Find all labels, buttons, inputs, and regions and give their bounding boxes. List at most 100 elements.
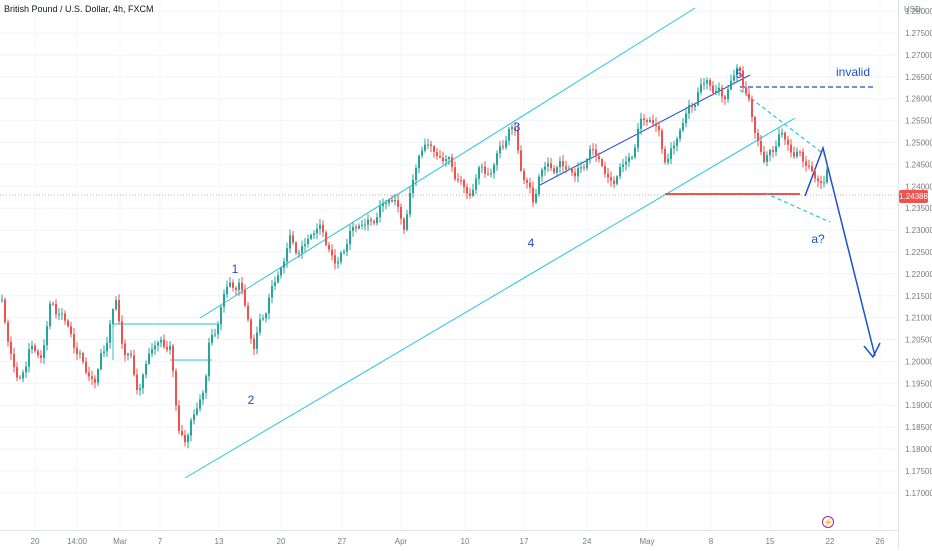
time-tick-label: 13 <box>215 537 224 546</box>
candle-body <box>523 170 525 181</box>
candle-body <box>754 117 756 133</box>
candle-body <box>823 182 825 184</box>
candle-body <box>313 233 315 235</box>
candle-body <box>7 322 9 342</box>
lightning-icon[interactable]: ⚡ <box>822 516 834 528</box>
candle-body <box>121 321 123 344</box>
candle-body <box>241 282 243 291</box>
candle-body <box>136 374 138 390</box>
candle-body <box>412 180 414 194</box>
candle-body <box>736 67 738 76</box>
price-tick-label: 1.26500 <box>905 73 932 82</box>
candle-body <box>694 104 696 107</box>
candle-body <box>253 338 255 349</box>
candle-body <box>133 355 135 375</box>
candle-body <box>373 221 375 224</box>
candle-body <box>67 320 69 327</box>
candle-body <box>364 224 366 226</box>
time-axis[interactable] <box>0 530 898 551</box>
candle-body <box>424 144 426 151</box>
candle-body <box>772 149 774 152</box>
candle-body <box>577 168 579 177</box>
candle-body <box>721 87 723 97</box>
candle-body <box>409 193 411 215</box>
candle-body <box>457 179 459 181</box>
time-tick-label: 15 <box>766 537 775 546</box>
candle-body <box>40 355 42 358</box>
candle-body <box>124 343 126 356</box>
candle-body <box>139 388 141 390</box>
price-tick-label: 1.19500 <box>905 379 932 388</box>
candle-body <box>538 176 540 195</box>
time-tick-label: 14:00 <box>67 537 88 546</box>
candle-body <box>676 138 678 146</box>
candle-body <box>583 167 585 169</box>
arrow-head <box>863 342 881 359</box>
candle-body <box>811 165 813 172</box>
candle-body <box>463 180 465 187</box>
price-axis[interactable] <box>898 0 932 550</box>
candle-body <box>376 217 378 224</box>
candle-body <box>148 353 150 364</box>
candle-body <box>658 126 660 131</box>
candle-body <box>397 200 399 207</box>
candle-body <box>625 161 627 165</box>
candle-body <box>442 157 444 162</box>
candle-body <box>643 118 645 121</box>
candle-body <box>217 324 219 335</box>
candle-body <box>31 345 33 350</box>
candle-body <box>100 353 102 370</box>
time-tick-label: Mar <box>113 537 127 546</box>
candle-body <box>361 224 363 226</box>
candle-body <box>520 150 522 171</box>
candle-body <box>490 173 492 175</box>
candle-body <box>4 299 6 323</box>
candle-body <box>94 378 96 383</box>
candle-body <box>517 130 519 151</box>
symbol-title: British Pound / U.S. Dollar, 4h, FXCM <box>4 4 154 14</box>
candle-body <box>775 146 777 152</box>
wedge-upper-line <box>739 89 826 156</box>
candle-body <box>655 123 657 127</box>
candle-body <box>283 261 285 268</box>
candle-body <box>25 366 27 373</box>
candle-body <box>727 89 729 100</box>
candle-body <box>367 219 369 225</box>
candle-body <box>169 345 171 350</box>
candle-body <box>718 87 720 91</box>
candle-body <box>55 304 57 315</box>
price-tick-label: 1.22000 <box>905 270 932 279</box>
candle-body <box>64 313 66 321</box>
candle-body <box>580 167 582 169</box>
price-tick-label: 1.28000 <box>905 7 932 16</box>
price-tick-label: 1.18500 <box>905 423 932 432</box>
candle-body <box>370 219 372 222</box>
candle-body <box>592 149 594 151</box>
candle-body <box>325 232 327 245</box>
price-tick-label: 1.26000 <box>905 95 932 104</box>
candle-body <box>343 251 345 253</box>
candle-body <box>403 218 405 230</box>
candle-body <box>394 200 396 202</box>
price-tick-label: 1.24500 <box>905 160 932 169</box>
candle-body <box>421 150 423 156</box>
candle-body <box>487 173 489 175</box>
candle-body <box>739 67 741 71</box>
grid <box>0 0 898 530</box>
candle-body <box>556 167 558 173</box>
candle-body <box>157 342 159 346</box>
price-tick-label: 1.21000 <box>905 314 932 323</box>
candle-body <box>820 181 822 183</box>
wave-label: 1 <box>232 262 239 276</box>
candle-body <box>778 134 780 147</box>
candle-body <box>796 151 798 157</box>
wave-labels: 1 2 3 4 5 a? invalid <box>232 65 870 407</box>
candle-body <box>430 144 432 147</box>
price-tick-label: 1.17000 <box>905 489 932 498</box>
candle-body <box>646 120 648 122</box>
candle-body <box>475 178 477 190</box>
candle-body <box>292 235 294 243</box>
candle-body <box>163 339 165 347</box>
candle-body <box>151 349 153 354</box>
